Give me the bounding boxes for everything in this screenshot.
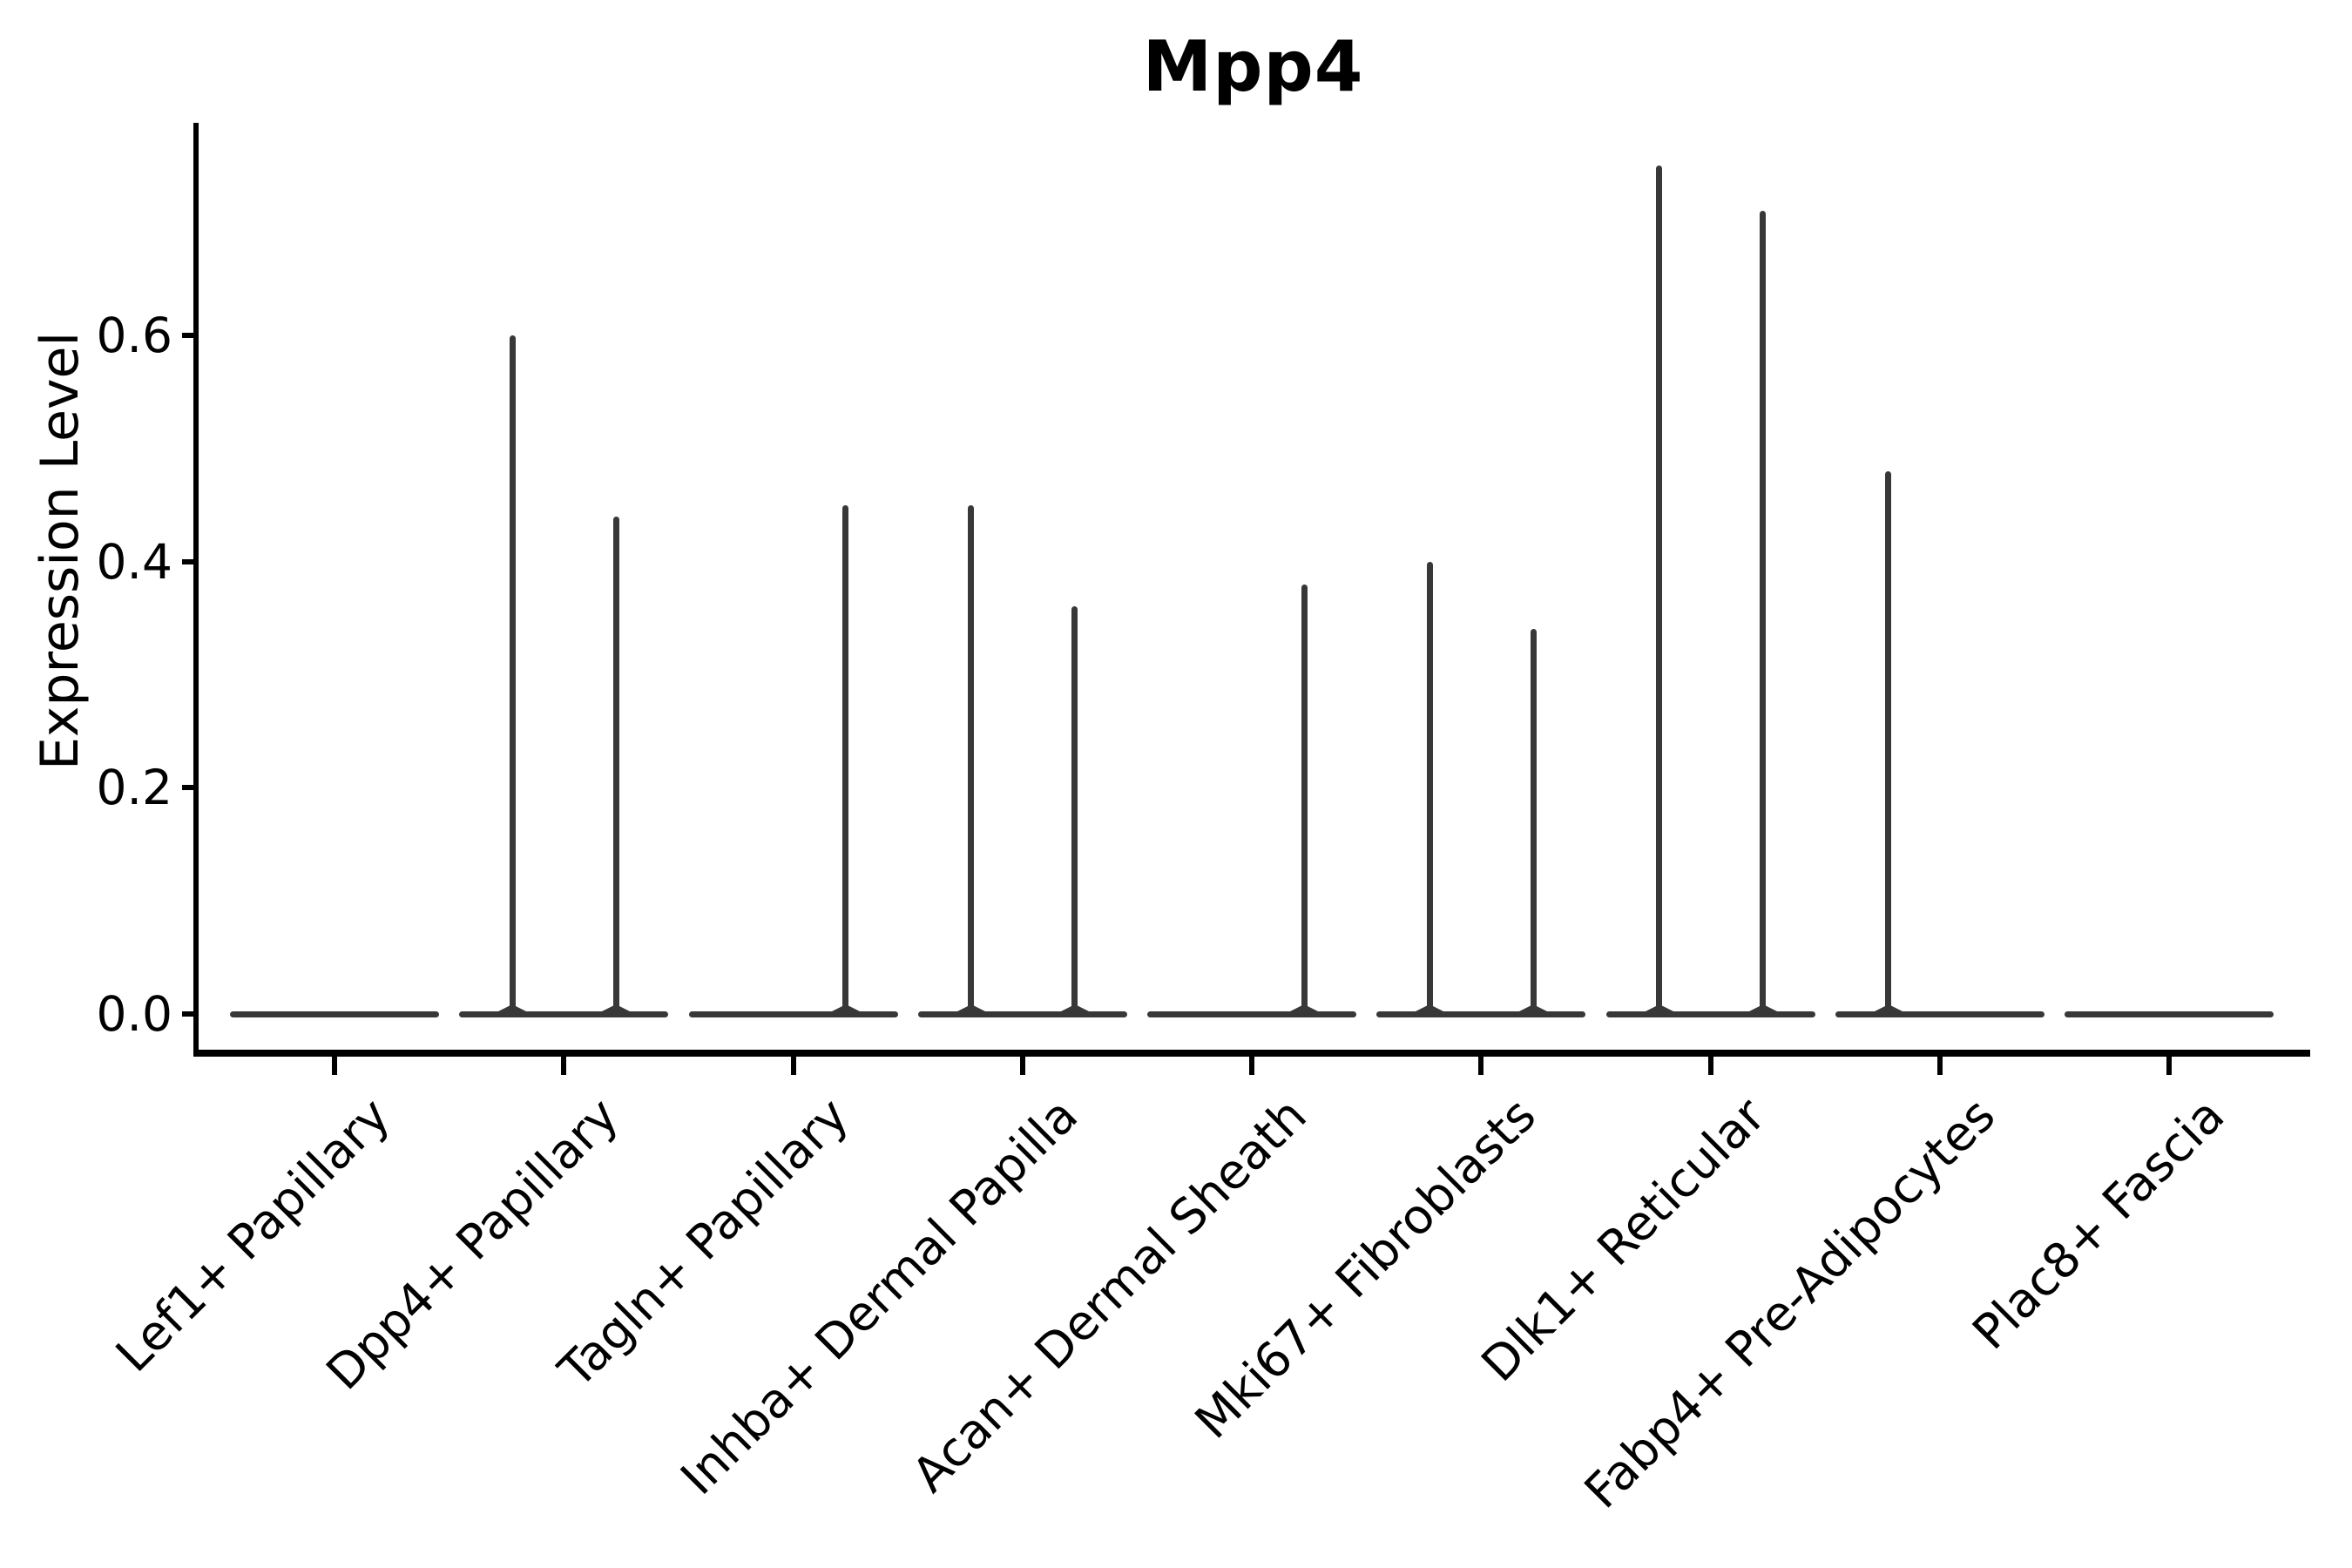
violin-base (1376, 1010, 1586, 1017)
violin-spike-base-flare (1055, 1004, 1094, 1015)
violin-spike-base-flare (951, 1004, 990, 1015)
x-axis-spine (193, 1050, 2310, 1057)
violin-spike (1071, 606, 1078, 1017)
violin-base (230, 1010, 439, 1017)
violin-base (688, 1010, 898, 1017)
violin-base (459, 1010, 669, 1017)
x-tick-mark (1707, 1057, 1713, 1075)
x-tick-mark (561, 1057, 567, 1075)
x-tick-label: Fabp4+ Pre-Adipocytes (1573, 1087, 2006, 1519)
x-tick-mark (1478, 1057, 1484, 1075)
y-axis-spine (193, 123, 199, 1057)
violin-spike (1760, 210, 1766, 1017)
violin-spike (968, 504, 975, 1017)
y-tick-label: 0.4 (96, 533, 172, 590)
violin-spike-base-flare (1285, 1004, 1323, 1015)
violin-base (1835, 1010, 2044, 1017)
violin-spike (1885, 470, 1892, 1017)
y-tick-mark (182, 785, 197, 791)
violin-spike-base-flare (493, 1004, 532, 1015)
violin-spike-base-flare (826, 1004, 865, 1015)
y-tick-label: 0.6 (96, 307, 172, 363)
x-tick-mark (1249, 1057, 1254, 1075)
violin-spike-base-flare (597, 1004, 636, 1015)
x-tick-mark (790, 1057, 796, 1075)
violin-spike (612, 516, 619, 1017)
x-tick-label: Acan+ Dermal Sheath (902, 1087, 1318, 1504)
x-tick-label: Inhba+ Dermal Papilla (669, 1087, 1089, 1506)
violin-base (1147, 1010, 1356, 1017)
violin-base (2065, 1010, 2274, 1017)
violin-spike-base-flare (1639, 1004, 1679, 1015)
x-tick-mark (1936, 1057, 1943, 1075)
violin-base (917, 1010, 1127, 1017)
violin-spike-base-flare (1410, 1004, 1450, 1015)
violin-base (1605, 1010, 1815, 1017)
violin-spike (509, 335, 516, 1017)
chart-title: Mpp4 (1142, 26, 1364, 107)
violin-spike (1426, 561, 1433, 1017)
y-tick-mark (182, 332, 197, 338)
y-tick-mark (182, 1011, 197, 1017)
violin-spike (842, 504, 848, 1017)
violin-spike (1656, 165, 1662, 1017)
violin-spike-base-flare (1514, 1004, 1553, 1015)
y-tick-label: 0.0 (96, 986, 172, 1043)
y-tick-mark (182, 558, 197, 564)
violin-spike-base-flare (1743, 1004, 1782, 1015)
y-tick-label: 0.2 (96, 760, 172, 816)
x-tick-mark (332, 1057, 337, 1075)
violin-spike-base-flare (1869, 1004, 1908, 1015)
violin-spike (1301, 584, 1308, 1017)
violin-spike (1530, 629, 1537, 1017)
x-tick-mark (2166, 1057, 2172, 1075)
x-tick-mark (1019, 1057, 1025, 1075)
